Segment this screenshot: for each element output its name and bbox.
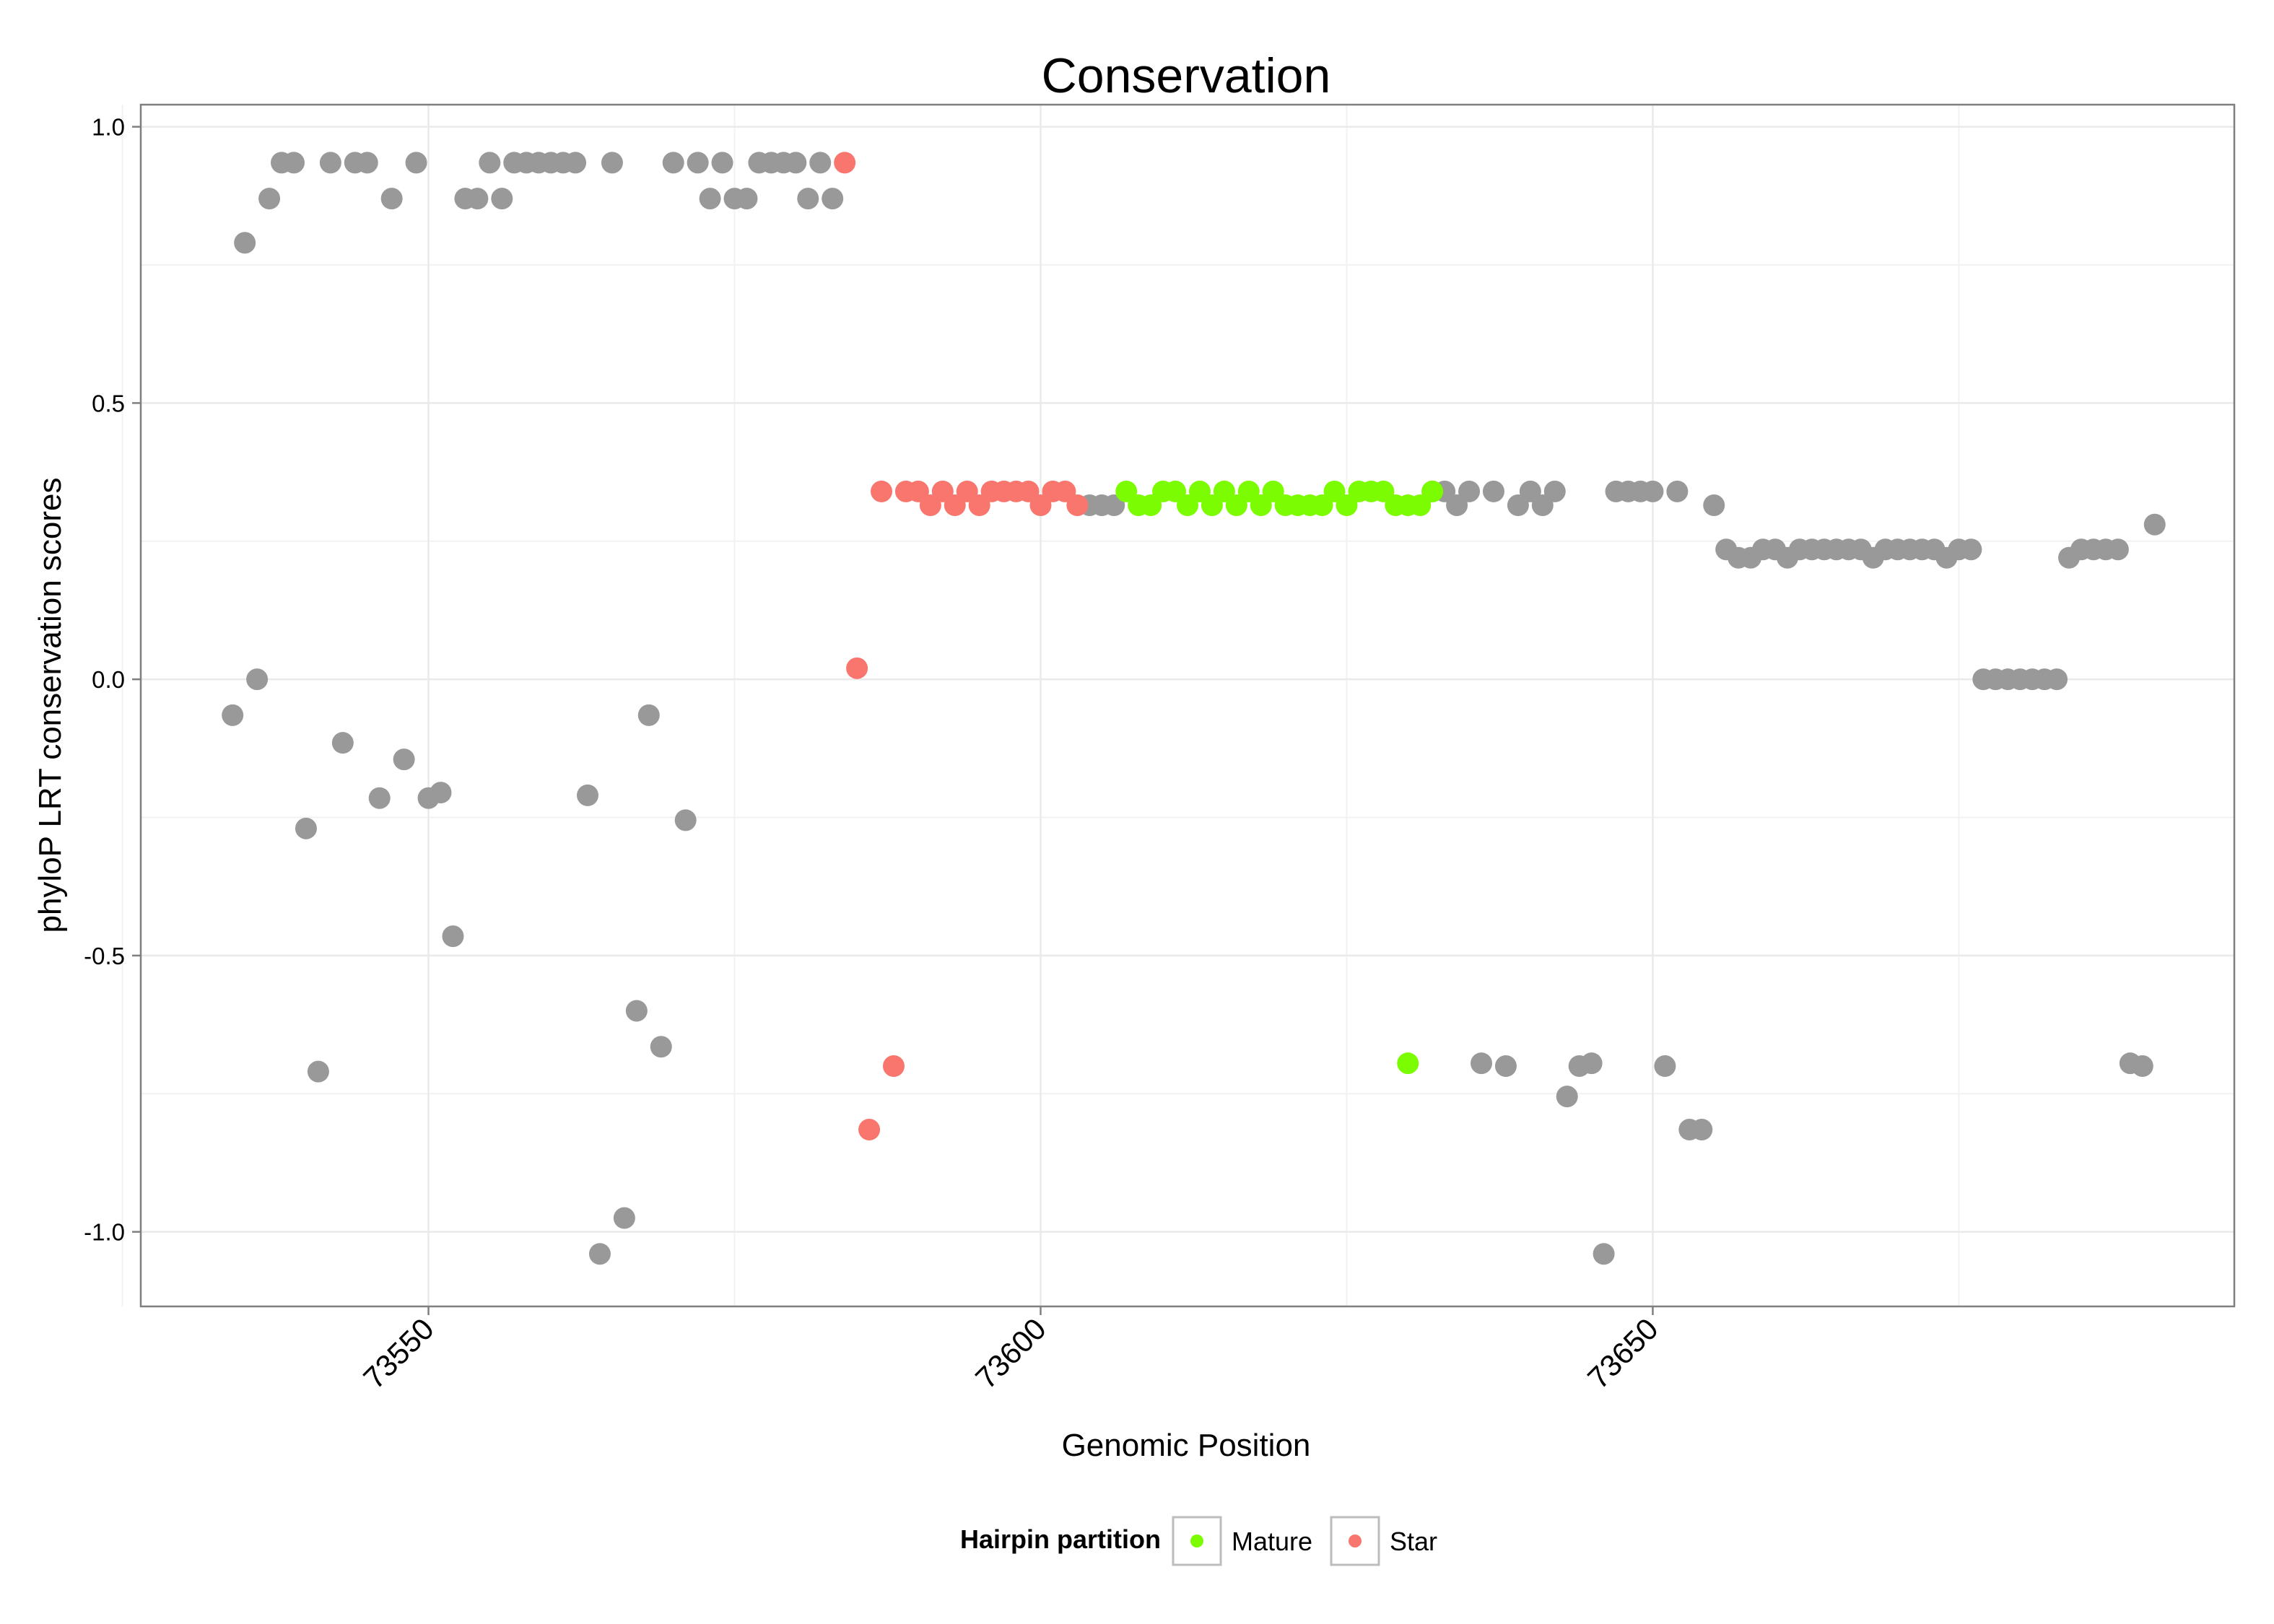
point-other: [588, 1243, 611, 1265]
legend-dot-mature: [1190, 1534, 1203, 1547]
point-other: [577, 784, 599, 806]
point-other: [674, 809, 697, 831]
y-tick-label: -1.0: [84, 1219, 125, 1246]
point-other: [822, 188, 844, 210]
point-other: [430, 782, 452, 804]
x-tick-label: 73650: [1581, 1311, 1665, 1395]
point-other: [650, 1036, 672, 1058]
legend: Hairpin partition Mature Star: [960, 1516, 1437, 1566]
point-star: [871, 480, 893, 502]
point-other: [1960, 538, 1982, 561]
point-other: [393, 748, 415, 771]
point-other: [2046, 668, 2068, 691]
point-other: [1642, 480, 1664, 502]
point-other: [1593, 1243, 1615, 1265]
y-tick-label: 0.5: [92, 390, 125, 416]
point-other: [1471, 1052, 1493, 1075]
point-other: [246, 668, 269, 691]
legend-label-mature: Mature: [1232, 1527, 1312, 1556]
point-other: [368, 787, 391, 809]
grid-lines: [121, 105, 2234, 1306]
point-other: [809, 152, 832, 174]
point-other: [1666, 480, 1689, 502]
point-other: [736, 188, 758, 210]
point-other: [282, 152, 305, 174]
data-points: [222, 152, 2166, 1265]
point-other: [613, 1207, 635, 1229]
point-star: [846, 657, 868, 679]
point-other: [1703, 494, 1725, 516]
legend-title: Hairpin partition: [960, 1524, 1161, 1554]
point-other: [258, 188, 281, 210]
point-other: [662, 152, 684, 174]
legend-label-star: Star: [1390, 1527, 1437, 1556]
plot-panel: [141, 105, 2234, 1306]
point-other: [1458, 480, 1481, 502]
point-other: [222, 704, 244, 726]
point-other: [785, 152, 807, 174]
point-other: [405, 152, 427, 174]
x-axis-title: Genomic Position: [1062, 1428, 1311, 1463]
point-mature: [1397, 1052, 1419, 1075]
point-other: [356, 152, 378, 174]
legend-dot-star: [1349, 1534, 1362, 1547]
point-other: [1654, 1055, 1676, 1077]
point-other: [565, 152, 587, 174]
y-tick-label: 1.0: [92, 114, 125, 141]
point-other: [234, 232, 256, 254]
point-mature: [1421, 480, 1444, 502]
point-star: [834, 152, 856, 174]
point-other: [601, 152, 623, 174]
point-other: [2107, 538, 2129, 561]
point-other: [699, 188, 721, 210]
point-other: [2131, 1055, 2153, 1077]
point-other: [295, 817, 317, 839]
point-other: [479, 152, 501, 174]
x-axis: 73550 73600 73650: [357, 1306, 1665, 1395]
chart-title: Conservation: [1042, 48, 1331, 103]
point-other: [380, 188, 403, 210]
legend-item-star: Star: [1330, 1516, 1437, 1566]
x-tick-label: 73600: [969, 1311, 1053, 1395]
point-other: [1543, 480, 1566, 502]
point-other: [1556, 1086, 1578, 1108]
y-tick-label: -0.5: [84, 943, 125, 969]
point-star: [858, 1119, 881, 1141]
point-other: [1494, 1055, 1517, 1077]
point-other: [331, 732, 354, 754]
point-star: [882, 1055, 905, 1077]
plot-border: [139, 103, 2236, 1308]
point-other: [797, 188, 819, 210]
point-other: [1580, 1052, 1603, 1075]
point-other: [307, 1060, 329, 1083]
point-other: [466, 188, 489, 210]
point-star: [1066, 494, 1089, 516]
point-other: [637, 704, 660, 726]
point-other: [1691, 1119, 1713, 1141]
point-other: [625, 1000, 648, 1022]
point-other: [442, 925, 464, 948]
legend-item-mature: Mature: [1172, 1516, 1312, 1566]
point-other: [491, 188, 513, 210]
point-other: [319, 152, 341, 174]
point-other: [687, 152, 709, 174]
point-other: [1482, 480, 1504, 502]
point-other: [711, 152, 733, 174]
point-other: [2143, 513, 2166, 536]
y-tick-label: 0.0: [92, 666, 125, 693]
x-tick-label: 73550: [357, 1311, 440, 1395]
y-axis-title: phyloP LRT conservation scores: [32, 477, 68, 933]
y-axis: -1.0 -0.5 0.0 0.5 1.0: [84, 114, 141, 1246]
